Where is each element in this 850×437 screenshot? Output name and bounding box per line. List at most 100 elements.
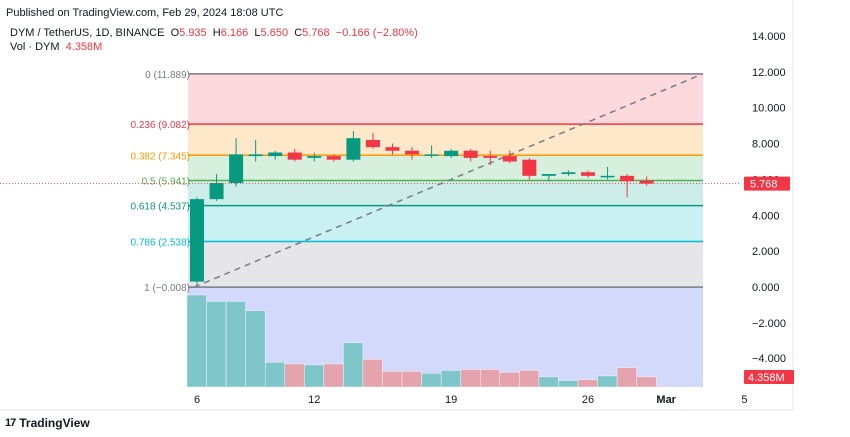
volume-bar (597, 375, 618, 388)
last-volume-text: 4.358M (748, 372, 785, 384)
volume-bar (225, 301, 246, 388)
low-label: L (254, 27, 261, 39)
candle-body (561, 172, 576, 175)
tradingview-logo-icon: 17 (5, 417, 16, 429)
candle-body (268, 152, 283, 157)
candle-body (365, 139, 380, 148)
price-tick-label: 12.000 (752, 67, 786, 79)
time-tick-label: 5 (741, 394, 747, 406)
fib-label: 0.618 (4.537) (131, 202, 191, 213)
candle-body (385, 147, 400, 151)
fib-label: 0.5 (5.941) (142, 176, 190, 187)
published-note: Published on TradingView.com, Feb 29, 20… (6, 7, 284, 19)
symbol-name[interactable]: DYM / TetherUS, 1D, BINANCE (10, 27, 165, 39)
high-value: 6.166 (220, 27, 249, 39)
volume-tick-label: −4.000 (752, 353, 786, 365)
fib-band-0 (188, 73, 703, 125)
price-tick-label: 14.000 (752, 31, 786, 43)
price-tick-label: 4.000 (752, 210, 780, 222)
volume-bar (362, 359, 383, 388)
volume-bar (480, 369, 500, 388)
trend-line-dashed (193, 73, 704, 288)
fib-label: 1 (−0.008) (144, 283, 190, 294)
volume-bar (343, 342, 364, 388)
candle-body (463, 150, 478, 158)
candle-body (639, 180, 654, 184)
close-value: 5.768 (302, 27, 330, 39)
candle-body (248, 154, 263, 157)
time-tick-label: 6 (194, 394, 200, 406)
volume-bar (284, 363, 305, 388)
fib-band-4 (188, 205, 703, 242)
fib-band-2 (188, 155, 703, 181)
time-tick-label: 26 (582, 394, 594, 406)
volume-bar (323, 363, 344, 388)
fib-label: 0.382 (7.345) (131, 151, 191, 162)
volume-bar (636, 376, 657, 388)
fib-retracement-bands (188, 73, 703, 288)
volume-bar (577, 379, 598, 388)
volume-bar (186, 294, 207, 388)
fib-band-5 (188, 241, 703, 288)
candle-body (541, 174, 556, 176)
candle-body (287, 152, 302, 160)
price-tick-label: 0.000 (752, 282, 780, 294)
trend-line[interactable] (193, 73, 704, 288)
candle-body (405, 150, 420, 155)
low-value: 5.650 (260, 27, 289, 39)
volume-label[interactable]: Vol · DYM (10, 41, 60, 53)
volume-bar (538, 376, 559, 388)
time-axis[interactable]: 6 12 19 26 Mar 5 (0, 394, 793, 411)
candle-body (209, 183, 224, 200)
volume-bar (421, 373, 442, 388)
volume-bar (460, 369, 481, 388)
candle-body (326, 156, 341, 160)
candle-body (522, 159, 537, 176)
volume-bar (519, 370, 540, 388)
close-label: C (294, 27, 303, 39)
candle-body (444, 150, 459, 157)
fib-band-3 (188, 180, 703, 206)
volume-bar (440, 370, 461, 388)
candle-body (483, 156, 498, 158)
candle-body (600, 175, 615, 178)
volume-bar (401, 371, 422, 388)
volume-legend: Vol · DYM 4.358M (10, 41, 102, 53)
volume-bar (558, 380, 579, 388)
change-value: −0.166 (−2.80%) (335, 27, 418, 39)
volume-bar (304, 364, 324, 388)
volume-bar (382, 371, 403, 388)
volume-bar (245, 310, 266, 388)
volume-bar (265, 361, 285, 388)
price-tick-label: 2.000 (752, 246, 780, 258)
time-tick-label: 19 (445, 394, 457, 406)
price-tick-label: 8.000 (752, 139, 780, 151)
candle-body (346, 138, 361, 160)
fib-label: 0.786 (2.538) (131, 237, 191, 248)
volume-value: 4.358M (65, 41, 103, 53)
candle-body (581, 172, 595, 176)
open-value: 5.935 (179, 27, 207, 39)
volume-pane (186, 287, 703, 388)
high-label: H (212, 27, 221, 39)
last-volume-tag (744, 370, 794, 384)
candles (190, 131, 654, 286)
candle-body (190, 199, 204, 282)
candle-body (229, 154, 244, 184)
fib-retracement-labels: 0 (11.889) 0.236 (9.082) 0.382 (7.345) 0.5 … (131, 70, 191, 294)
open-label: O (170, 27, 180, 39)
candle-body (424, 154, 439, 156)
last-price-text: 5.768 (750, 179, 778, 191)
last-price-tag (744, 176, 790, 191)
tradingview-brand[interactable]: 17 TradingView (5, 416, 90, 430)
price-axis[interactable]: 14.00012.00010.0008.0006.0004.0002.0000.… (744, 0, 794, 410)
volume-bar (206, 301, 227, 388)
volume-bar (616, 367, 637, 388)
brand-name: TradingView (19, 416, 90, 430)
time-tick-label: Mar (656, 394, 676, 406)
fib-band-1 (188, 124, 703, 156)
time-tick-label: 12 (308, 394, 320, 406)
fib-label: 0.236 (9.082) (131, 120, 191, 131)
price-tick-label: 10.000 (752, 103, 786, 115)
